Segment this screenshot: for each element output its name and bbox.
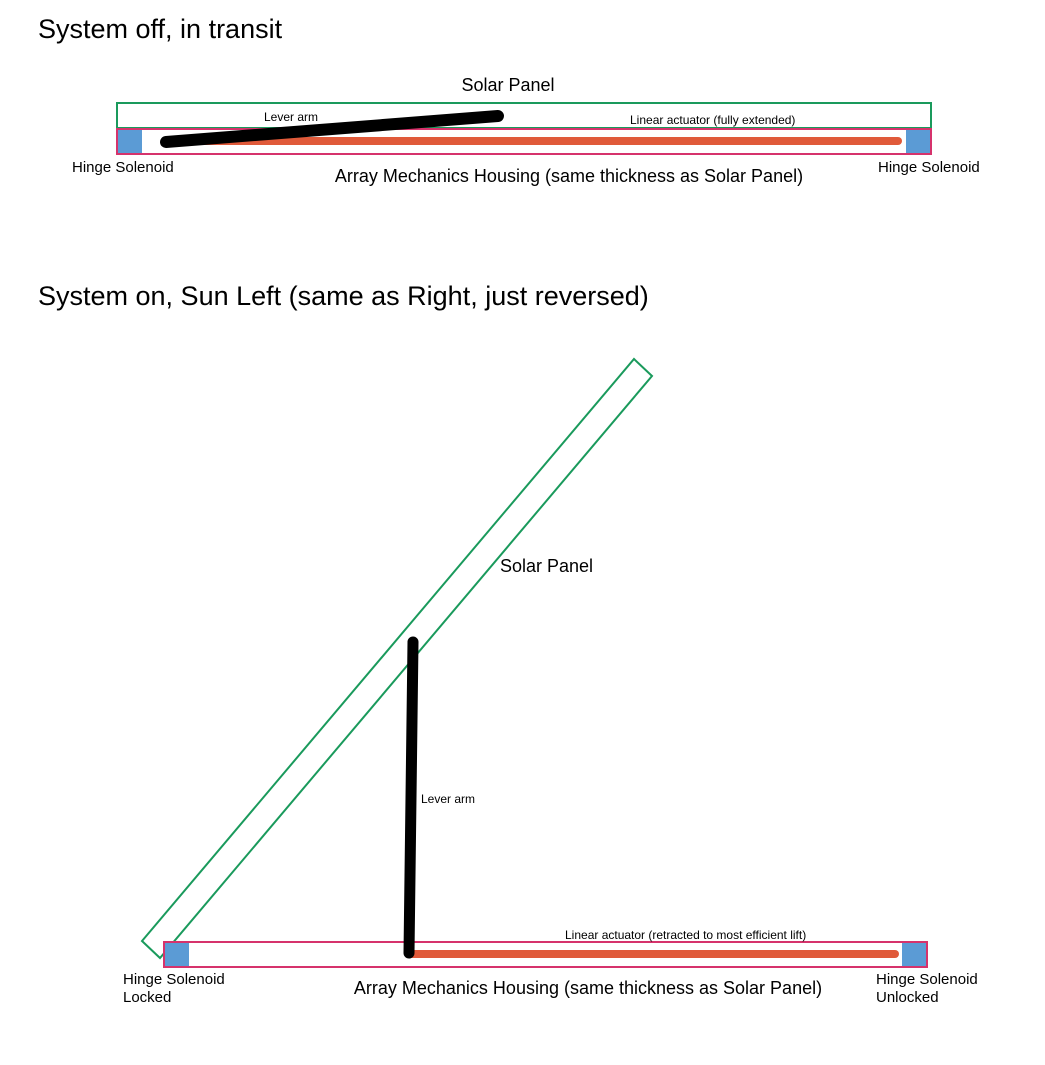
bottom-right-hinge-solenoid (902, 943, 926, 966)
bottom-housing-label: Array Mechanics Housing (same thickness … (354, 978, 822, 998)
bottom-left-solenoid-label: Hinge Solenoid (123, 971, 225, 988)
bottom-actuator-label: Linear actuator (retracted to most effic… (565, 928, 806, 942)
bottom-right-solenoid-label: Hinge Solenoid (876, 971, 978, 988)
top-lever-arm-label: Lever arm (264, 110, 318, 124)
bottom-lever-arm (403, 636, 419, 959)
top-left-hinge-solenoid (118, 130, 142, 153)
bottom-solar-panel-label: Solar Panel (500, 556, 593, 576)
bottom-left-solenoid-state: Locked (123, 989, 171, 1006)
top-right-solenoid-label: Hinge Solenoid (878, 159, 980, 176)
top-lever-arm (160, 110, 504, 148)
top-housing-label: Array Mechanics Housing (same thickness … (335, 166, 803, 186)
bottom-housing (163, 941, 928, 968)
bottom-left-hinge-solenoid (165, 943, 189, 966)
top-housing (116, 128, 932, 155)
bottom-heading: System on, Sun Left (same as Right, just… (38, 281, 649, 311)
top-solar-panel (116, 102, 932, 129)
top-heading: System off, in transit (38, 14, 283, 44)
top-right-hinge-solenoid (906, 130, 930, 153)
top-actuator-label: Linear actuator (fully extended) (630, 113, 795, 127)
top-solar-panel-label: Solar Panel (461, 75, 554, 95)
bottom-lever-arm-label: Lever arm (421, 792, 475, 806)
bottom-solar-panel (140, 357, 654, 960)
top-left-solenoid-label: Hinge Solenoid (72, 159, 174, 176)
bottom-right-solenoid-state: Unlocked (876, 989, 939, 1006)
